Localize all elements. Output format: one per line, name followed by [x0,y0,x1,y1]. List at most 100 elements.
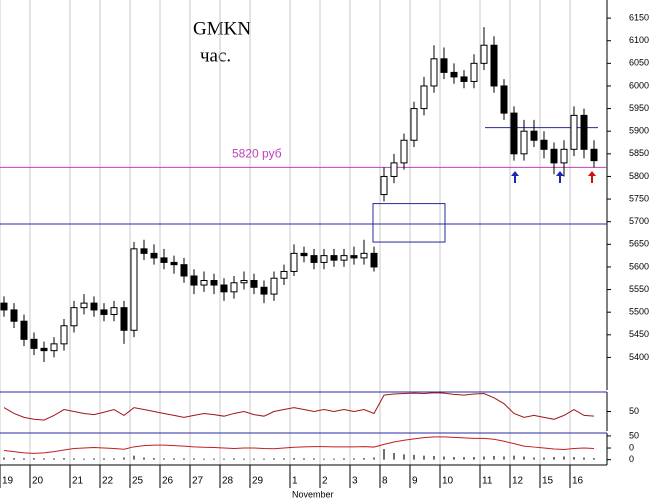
candle-body [490,44,498,87]
y-tick-label: 5950 [629,103,649,113]
y-tick-label: 5800 [629,171,649,181]
x-tick-label: 10 [442,476,454,487]
volume-bar [413,454,415,460]
candle-body [430,58,438,87]
candle-body [40,347,48,352]
volume-bar [493,455,495,460]
volume-bar [383,449,385,460]
candle-body [10,309,18,322]
candle-body [0,302,8,311]
volume-bar [593,458,595,460]
volume-bar [93,458,95,460]
x-tick-label: 9 [412,476,418,487]
candle-body [160,257,168,263]
x-tick-label: 20 [32,476,44,487]
volume-bar [203,458,205,460]
x-tick-label: 25 [132,476,144,487]
volume-bar [33,458,35,460]
candle-body [280,270,288,279]
volume-bar [583,457,585,460]
candle-body [470,62,478,82]
volume-bar [213,458,215,460]
candle-body [240,280,248,284]
x-tick-label: 29 [252,476,264,487]
volume-bar [463,457,465,460]
volume-bar [343,458,345,460]
volume-bar [23,458,25,460]
volume-bar [323,458,325,460]
volume-bar [233,458,235,460]
candle-body [60,325,68,345]
volume-bar [403,454,405,460]
level-label: 5820 руб [232,147,282,161]
candle-body [520,130,528,155]
y-tick-label: 5400 [629,352,649,362]
x-tick-label: 19 [2,476,14,487]
volume-bar [303,458,305,460]
candle-body [130,248,138,331]
volume-bar [133,455,135,460]
volume-bar [223,458,225,460]
volume-bar [543,457,545,460]
volume-bar [243,458,245,460]
volume-bar [253,458,255,460]
volume-bar [353,458,355,460]
candle-body [580,114,588,150]
macd-line [3,436,595,454]
x-tick-label: 28 [222,476,234,487]
x-tick-label: 11 [482,476,493,487]
volume-bar [513,455,515,460]
y-tick-label: 5850 [629,148,649,158]
candle-body [70,307,78,327]
volume-bar [293,458,295,460]
y-tick-label: 5750 [629,193,649,203]
x-tick-label: 2 [322,476,328,487]
candle-body [440,58,448,73]
candle-body [190,275,198,286]
month-label: November [292,489,334,499]
box [372,203,446,243]
x-tick-label: 15 [542,476,554,487]
y-tick-label: 5450 [629,329,649,339]
y-tick-label: 5500 [629,307,649,317]
candle-body [330,255,338,261]
candle-body [270,277,278,295]
volume-bar [283,458,285,460]
candle-body [460,76,468,82]
x-tick-label: 8 [382,476,388,487]
x-tick-label: 21 [72,476,84,487]
candle-body [200,280,208,286]
volume-bar [333,458,335,460]
y-tick-label: 6000 [629,80,649,90]
candle-body [50,343,58,352]
candle-body [260,286,268,295]
volume-bar [123,457,125,460]
candle-body [110,307,118,315]
candle-body [550,148,558,164]
volume-bar [273,458,275,460]
candle-body [140,248,148,254]
x-tick-label: 16 [572,476,584,487]
y-tick-label: 6100 [629,35,649,45]
signal-arrow [511,171,519,183]
x-tick-label: 1 [292,476,298,487]
candle-body [400,139,408,164]
volume-bar [313,458,315,460]
volume-bar [173,458,175,460]
candle-body [390,162,398,177]
y-tick-label: 5600 [629,261,649,271]
y-tick-label: 50 [629,406,639,416]
candle-body [450,71,458,78]
candle-body [300,252,308,257]
y-tick-label: 5550 [629,284,649,294]
volume-bar [573,457,575,460]
volume-bar [533,457,535,460]
y-tick-label: 5650 [629,239,649,249]
candle-body [350,255,358,259]
candle-body [220,284,228,293]
volume-bar [563,456,565,460]
candle-body [120,307,128,331]
volume-bar [423,455,425,460]
candle-body [290,252,298,272]
